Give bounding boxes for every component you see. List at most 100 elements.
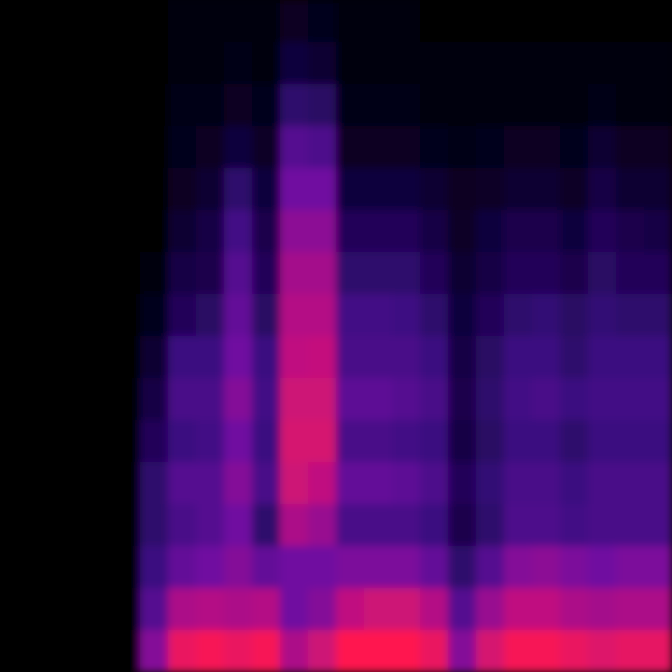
cell <box>448 42 477 85</box>
cell <box>168 336 197 379</box>
cell <box>252 210 281 253</box>
cell <box>140 84 169 127</box>
cell <box>280 210 309 253</box>
cell <box>336 546 365 589</box>
cell <box>56 42 85 85</box>
cell <box>140 504 169 547</box>
cell <box>504 210 533 253</box>
cell <box>420 42 449 85</box>
cell <box>336 84 365 127</box>
cell <box>84 462 113 505</box>
cell <box>140 462 169 505</box>
cell <box>140 420 169 463</box>
cell <box>532 126 561 169</box>
cell <box>224 0 253 43</box>
cell <box>448 378 477 421</box>
cell <box>504 294 533 337</box>
cell <box>392 168 421 211</box>
cell <box>364 294 393 337</box>
cell <box>252 0 281 43</box>
cell <box>504 420 533 463</box>
cell <box>532 0 561 43</box>
cell <box>196 378 225 421</box>
cell <box>252 630 281 672</box>
cell <box>84 588 113 631</box>
cell <box>84 210 113 253</box>
cell <box>616 294 645 337</box>
cell <box>392 42 421 85</box>
cell <box>168 42 197 85</box>
cell <box>504 42 533 85</box>
cell <box>364 252 393 295</box>
cell <box>392 210 421 253</box>
cell <box>168 84 197 127</box>
cell <box>252 420 281 463</box>
cell <box>448 504 477 547</box>
cell <box>364 336 393 379</box>
cell <box>224 42 253 85</box>
cell <box>448 84 477 127</box>
cell <box>308 42 337 85</box>
cell <box>28 210 57 253</box>
cell <box>448 294 477 337</box>
cell <box>112 168 141 211</box>
cell <box>168 210 197 253</box>
cell <box>532 294 561 337</box>
cell <box>28 126 57 169</box>
cell <box>644 210 672 253</box>
cell <box>252 378 281 421</box>
cell <box>252 546 281 589</box>
cell <box>616 0 645 43</box>
cell <box>588 588 617 631</box>
cell <box>280 336 309 379</box>
cell <box>0 546 29 589</box>
cell <box>448 336 477 379</box>
cell <box>644 168 672 211</box>
cell <box>0 210 29 253</box>
cell <box>616 546 645 589</box>
cell <box>392 252 421 295</box>
cell <box>56 630 85 672</box>
cell <box>308 294 337 337</box>
cell <box>168 420 197 463</box>
cell <box>84 336 113 379</box>
cell <box>280 294 309 337</box>
cell <box>588 546 617 589</box>
cell <box>644 294 672 337</box>
cell <box>308 504 337 547</box>
cell <box>364 168 393 211</box>
cell <box>504 126 533 169</box>
cell <box>644 126 672 169</box>
cell <box>532 336 561 379</box>
cell <box>420 504 449 547</box>
cell <box>560 42 589 85</box>
cell <box>224 420 253 463</box>
cell <box>140 252 169 295</box>
cell <box>504 168 533 211</box>
cell <box>28 336 57 379</box>
cell <box>364 546 393 589</box>
cell <box>308 462 337 505</box>
cell <box>532 210 561 253</box>
cell <box>448 252 477 295</box>
cell <box>392 336 421 379</box>
cell <box>0 504 29 547</box>
cell <box>504 252 533 295</box>
cell <box>56 0 85 43</box>
cell <box>280 42 309 85</box>
cell <box>56 294 85 337</box>
cell <box>448 210 477 253</box>
cell <box>504 0 533 43</box>
cell <box>392 420 421 463</box>
cell <box>616 630 645 672</box>
cell <box>504 84 533 127</box>
cell <box>532 168 561 211</box>
cell <box>224 168 253 211</box>
cell <box>616 462 645 505</box>
cell <box>476 588 505 631</box>
cell <box>280 546 309 589</box>
cell <box>420 588 449 631</box>
cell <box>560 420 589 463</box>
cell <box>280 168 309 211</box>
cell <box>364 420 393 463</box>
